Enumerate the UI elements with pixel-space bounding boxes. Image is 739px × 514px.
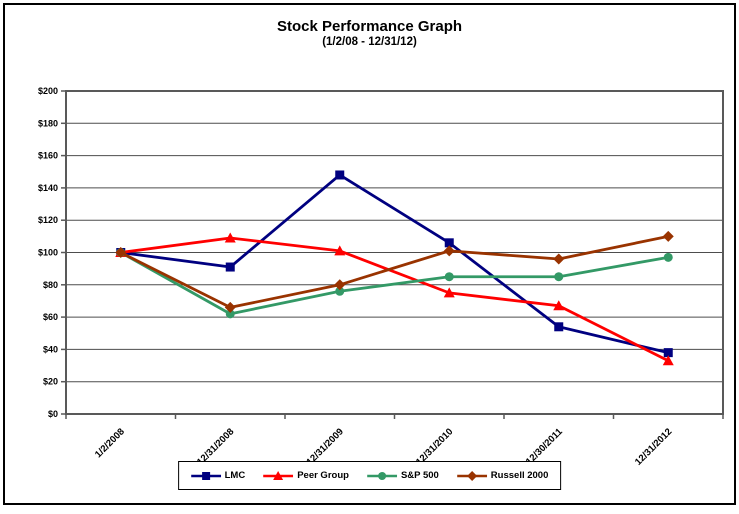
chart-frame: Stock Performance Graph (1/2/08 - 12/31/… xyxy=(3,3,736,505)
y-axis-label: $0 xyxy=(48,409,58,419)
legend-label-lmc: LMC xyxy=(224,470,246,481)
y-axis-label: $60 xyxy=(43,312,58,322)
square-marker-icon xyxy=(201,471,210,480)
data-point-lmc xyxy=(225,262,235,272)
x-axis-label: 1/2/2008 xyxy=(93,426,127,460)
data-point-russell-2000 xyxy=(334,279,346,291)
legend-label-russell-2000: Russell 2000 xyxy=(490,470,549,481)
data-point-russell-2000 xyxy=(443,245,455,257)
y-axis-label: $140 xyxy=(38,183,58,193)
y-axis-label: $160 xyxy=(38,151,58,161)
legend-item-lmc: LMC xyxy=(190,470,246,482)
y-axis-label: $120 xyxy=(38,215,58,225)
y-axis-label: $80 xyxy=(43,280,58,290)
data-point-s-p-500 xyxy=(225,309,235,319)
data-point-s-p-500 xyxy=(444,272,454,282)
series-line-s-p-500 xyxy=(120,251,669,316)
chart-subtitle: (1/2/08 - 12/31/12) xyxy=(322,36,417,48)
legend-item-s-p-500: S&P 500 xyxy=(366,470,439,482)
legend-marker-lmc xyxy=(190,471,221,480)
data-point-s-p-500 xyxy=(554,272,564,282)
series-line-lmc xyxy=(120,173,669,354)
data-point-peer-group xyxy=(334,245,346,256)
y-axis-label: $200 xyxy=(38,86,58,96)
legend-item-russell-2000: Russell 2000 xyxy=(456,470,549,482)
data-point-peer-group xyxy=(224,232,236,243)
data-point-lmc xyxy=(444,238,454,248)
data-point-russell-2000 xyxy=(115,247,127,258)
circle-marker-icon xyxy=(377,471,386,480)
triangle-marker-icon xyxy=(273,470,284,480)
y-axis-label: $100 xyxy=(38,248,58,258)
legend-marker-s-p-500 xyxy=(366,471,397,480)
data-point-russell-2000 xyxy=(553,253,565,265)
data-point-lmc xyxy=(663,348,673,358)
data-point-s-p-500 xyxy=(335,286,345,296)
legend-marker-peer-group xyxy=(263,470,294,480)
data-point-peer-group xyxy=(662,355,674,366)
legend-label-s-p-500: S&P 500 xyxy=(400,470,439,481)
y-axis-label: $180 xyxy=(38,118,58,128)
x-axis-label: 12/31/2012 xyxy=(633,426,674,467)
data-point-peer-group xyxy=(553,300,565,311)
data-point-lmc xyxy=(554,322,564,332)
series-line-russell-2000 xyxy=(120,234,669,309)
data-point-russell-2000 xyxy=(224,301,236,313)
data-point-russell-2000 xyxy=(662,230,674,242)
plot-area: $0 $20 $40 $60 $80 $100 $120 $140 $160 $180 $200 1/… xyxy=(38,86,724,468)
chart-title: Stock Performance Graph xyxy=(276,18,463,35)
legend: LMC Peer Group S&P 500 Russell 2000 xyxy=(177,461,562,490)
legend-marker-russell-2000 xyxy=(456,470,487,481)
data-point-s-p-500 xyxy=(663,252,673,262)
diamond-marker-icon xyxy=(466,470,477,481)
data-point-peer-group xyxy=(443,287,455,298)
y-axis-label: $20 xyxy=(43,377,58,387)
y-axis-label: $40 xyxy=(43,344,58,354)
data-point-lmc xyxy=(335,170,345,180)
legend-item-peer-group: Peer Group xyxy=(263,470,349,482)
series-line-peer-group xyxy=(120,236,669,362)
legend-label-peer-group: Peer Group xyxy=(297,470,349,481)
